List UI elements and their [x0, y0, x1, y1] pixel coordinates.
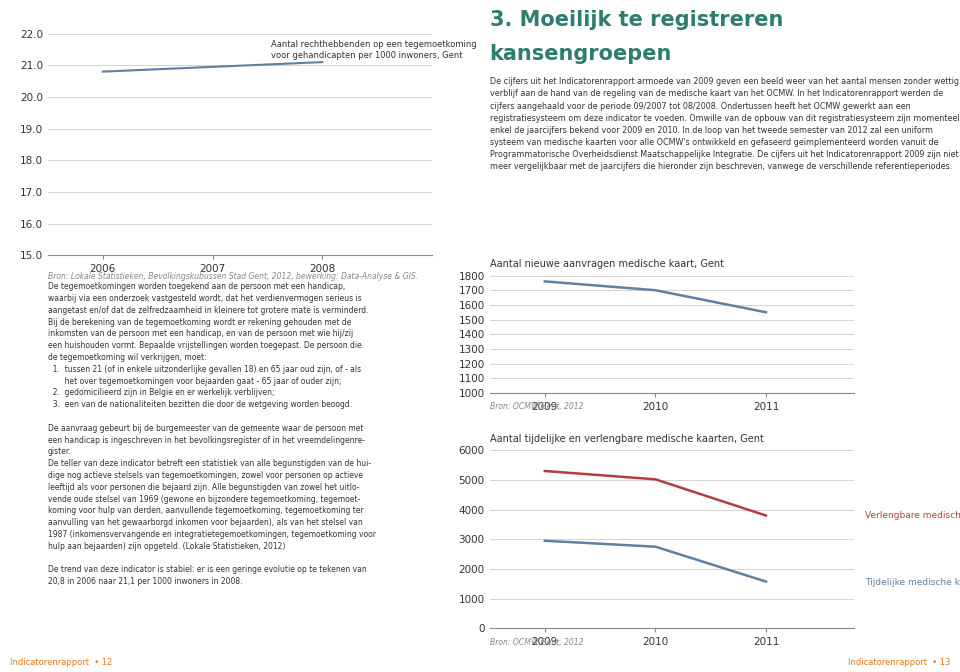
Text: Indicatorenrapport  • 13: Indicatorenrapport • 13: [848, 658, 950, 667]
Text: Aantal tijdelijke en verlengbare medische kaarten, Gent: Aantal tijdelijke en verlengbare medisch…: [490, 433, 763, 444]
Text: Indicatorenrapport  • 12: Indicatorenrapport • 12: [10, 658, 112, 667]
Text: kansengroepen: kansengroepen: [490, 44, 672, 64]
Text: De cijfers uit het Indicatorenrapport armoede van 2009 geven een beeld weer van : De cijfers uit het Indicatorenrapport ar…: [490, 77, 959, 171]
Text: Bron: Lokale Statistieken, Bevolkingskubussen Stad Gent, 2012, bewerking: Data-A: Bron: Lokale Statistieken, Bevolkingskub…: [48, 272, 419, 281]
Text: Bron: OCMW Gent, 2012: Bron: OCMW Gent, 2012: [490, 638, 583, 647]
Text: Aantal nieuwe aanvragen medische kaart, Gent: Aantal nieuwe aanvragen medische kaart, …: [490, 259, 724, 269]
Text: Verlengbare medische kaarten: Verlengbare medische kaarten: [865, 511, 960, 519]
Text: De tegemoetkomingen worden toegekend aan de persoon met een handicap,
waarbij vi: De tegemoetkomingen worden toegekend aan…: [48, 282, 376, 586]
Text: Tijdelijke medische kaarten: Tijdelijke medische kaarten: [865, 577, 960, 587]
Text: Bron: OCMW Gent, 2012: Bron: OCMW Gent, 2012: [490, 402, 583, 411]
Text: 3. Moeilijk te registreren: 3. Moeilijk te registreren: [490, 10, 783, 30]
Text: Aantal rechthebbenden op een tegemoetkoming
voor gehandicapten per 1000 inwoners: Aantal rechthebbenden op een tegemoetkom…: [271, 40, 476, 60]
